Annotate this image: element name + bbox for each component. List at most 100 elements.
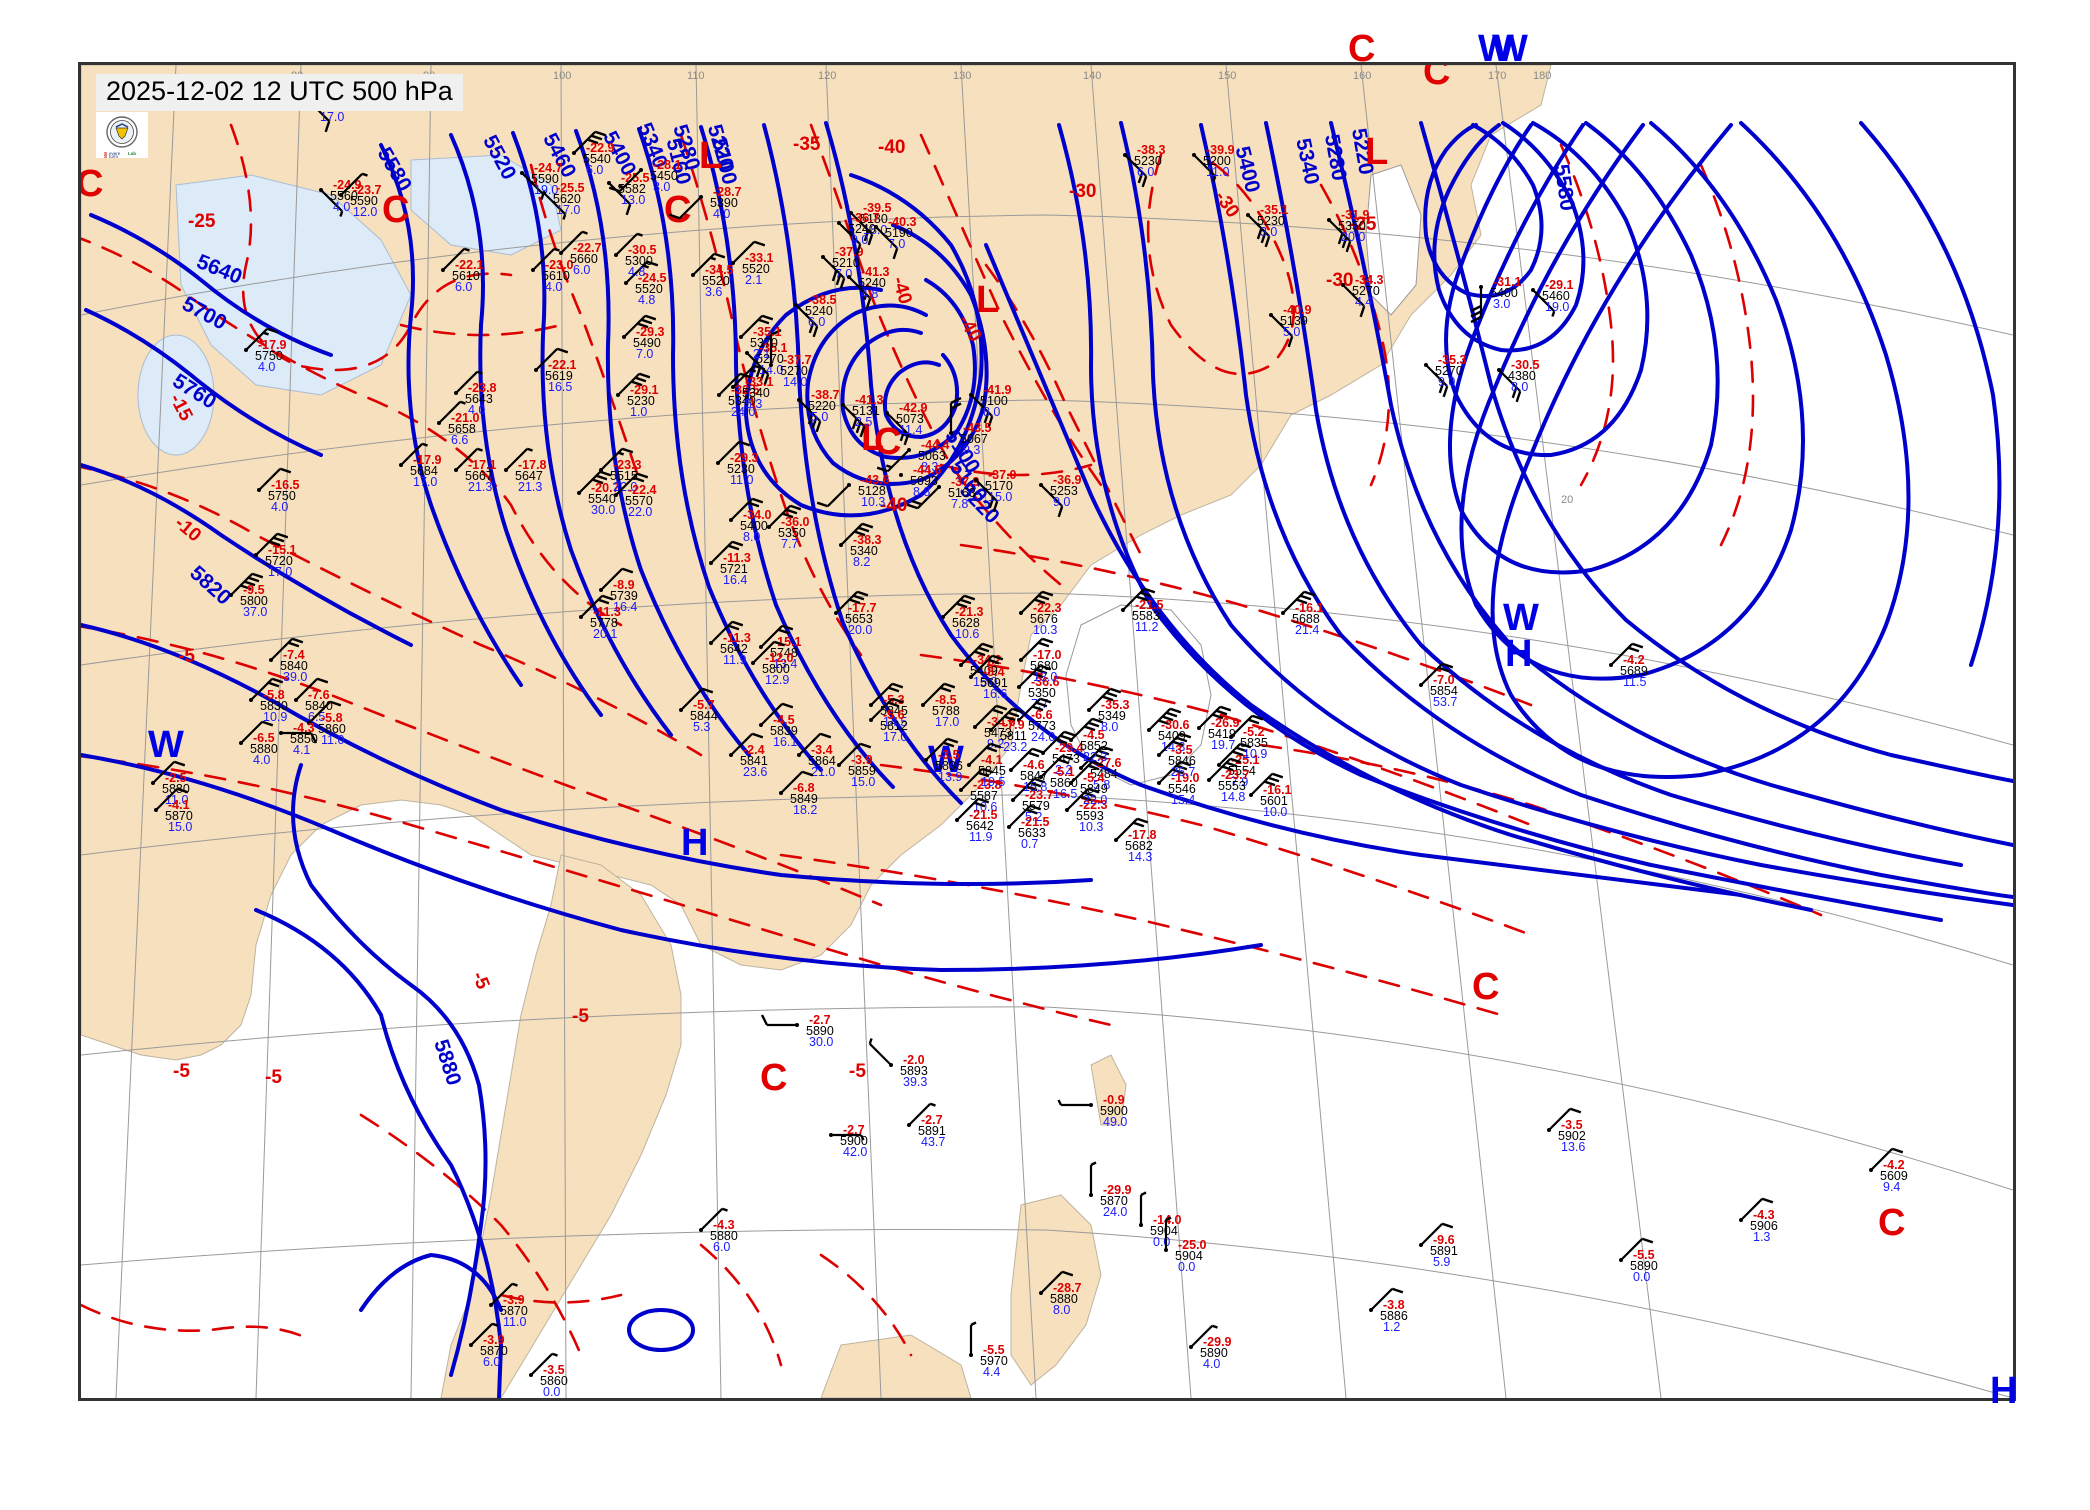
station-dot (1114, 838, 1118, 842)
station-temperature: -23.3 (613, 458, 642, 472)
station-height: 5240 (848, 222, 876, 236)
map-frame[interactable]: 5520 5460 5400 5340 5280 5220 5160 5100 … (78, 62, 2016, 1401)
station-temperature: -21.0 (451, 411, 480, 425)
station-height: 5340 (728, 394, 756, 408)
station-dot (531, 268, 535, 272)
svg-text:torm: torm (109, 154, 118, 158)
wind-barb-icon (969, 1321, 977, 1355)
station-temperature: -23.7 (1025, 788, 1054, 802)
station-height: 5849 (1080, 782, 1108, 796)
wind-barb-icon (816, 484, 850, 508)
station-dewpoint-depression: 4.8 (628, 265, 646, 279)
station-dot (607, 181, 611, 185)
isotherm-label: -35 (793, 134, 821, 155)
station-dot (307, 721, 311, 725)
station-temperature: -4.6 (1023, 758, 1045, 772)
station-dewpoint-depression: 3.0 (653, 180, 671, 194)
station-temperature: -17.0 (1033, 648, 1062, 662)
station-temperature: -17.8 (1128, 828, 1157, 842)
station-dewpoint-depression: 11.0 (503, 1315, 527, 1329)
station-dot (441, 268, 445, 272)
wind-barb-icon (1080, 745, 1114, 769)
station-height: 5845 (880, 704, 908, 718)
isotherm-label: -5 (265, 1067, 282, 1088)
station-height: 5642 (720, 642, 748, 656)
wind-barb-icon (1270, 314, 1294, 348)
station-dewpoint-depression: 0.0 (1633, 1270, 1651, 1284)
station-dewpoint-depression: 4.0 (271, 500, 289, 514)
wind-barb-icon (970, 394, 994, 428)
station-dot (989, 728, 993, 732)
station-dot (731, 261, 735, 265)
station-dot (759, 723, 763, 727)
station-height: 5900 (840, 1134, 868, 1148)
station-dewpoint-depression: 7.7 (781, 537, 799, 551)
wind-barb-icon (886, 412, 910, 446)
station-height: 5886 (1380, 1309, 1408, 1323)
station-temperature: -25.5 (556, 181, 585, 195)
station-dewpoint-depression: 9.0 (851, 233, 869, 247)
wind-barb-icon (795, 304, 819, 338)
station-dewpoint-depression: 19.5 (981, 775, 1006, 789)
station-temperature: -22.3 (1079, 798, 1108, 812)
station-dewpoint-depression: 7.0 (636, 347, 654, 361)
station-dot (769, 363, 773, 367)
station-height: 5131 (852, 404, 880, 418)
philippines (1010, 1194, 1102, 1386)
station-dot (907, 448, 911, 452)
station-temperature: -29.1 (630, 383, 659, 397)
station-temperature: -7.0 (1433, 673, 1455, 687)
station-dot (841, 403, 845, 407)
station-height: 5093 (910, 474, 938, 488)
station-height: 5628 (952, 616, 980, 630)
station-dot (239, 741, 243, 745)
wind-barb-icon (532, 247, 560, 271)
wind-barb-icon (281, 731, 318, 744)
wind-barb-icon (1057, 1099, 1091, 1107)
station-height: 5847 (1020, 769, 1048, 783)
lon-tick: 120 (818, 70, 837, 82)
station-temperature: -2.7 (921, 1113, 943, 1127)
station-height: 5620 (553, 192, 581, 206)
station-temperature: -5.4 (1083, 771, 1105, 785)
station-dewpoint-depression: 10.0 (1263, 805, 1288, 819)
station-height: 5230 (1257, 214, 1285, 228)
station-dot (1424, 363, 1428, 367)
station-height: 5788 (932, 704, 960, 718)
station-temperature: -21.5 (1021, 815, 1050, 829)
station-height: 5554 (1228, 764, 1256, 778)
wind-barb-icon (490, 1282, 518, 1306)
station-height: 5520 (702, 274, 730, 288)
station-height: 5893 (900, 1064, 928, 1078)
station-dot (616, 393, 620, 397)
station-dewpoint-depression: 23.2 (1003, 740, 1028, 754)
station-height: 5619 (545, 369, 573, 383)
station-dot (797, 753, 801, 757)
taiwan (1090, 1054, 1127, 1126)
station-dewpoint-depression: 4.0 (468, 403, 486, 417)
station-height: 5852 (1080, 739, 1108, 753)
station-dot (1009, 768, 1013, 772)
station-temperature: -6.6 (1031, 708, 1053, 722)
station-dot (869, 718, 873, 722)
station-temperature: -22.9 (586, 141, 615, 155)
station-temperature: -16.1 (1263, 783, 1292, 797)
wind-barb-icon (1012, 777, 1046, 801)
wind-barb-icon (455, 447, 483, 471)
station-dewpoint-depression: 22.3 (1083, 750, 1108, 764)
station-height: 5400 (1490, 286, 1518, 300)
station-dot (849, 211, 853, 215)
station-height: 5970 (980, 1354, 1008, 1368)
station-dewpoint-depression: 13.9 (938, 770, 963, 784)
wind-barb-icon (320, 189, 344, 217)
station-dot (745, 351, 749, 355)
wind-barb-icon (1040, 484, 1064, 518)
wind-barb-icon (717, 440, 751, 464)
station-height: 5800 (762, 662, 790, 676)
station-dewpoint-depression: 13.6 (1561, 1140, 1586, 1154)
wind-barb-icon (258, 467, 292, 491)
station-temperature: -20.7 (591, 481, 620, 495)
station-temperature: -30.5 (628, 243, 657, 257)
station-dot (1069, 781, 1073, 785)
station-dewpoint-depression: 4.0 (333, 200, 351, 214)
